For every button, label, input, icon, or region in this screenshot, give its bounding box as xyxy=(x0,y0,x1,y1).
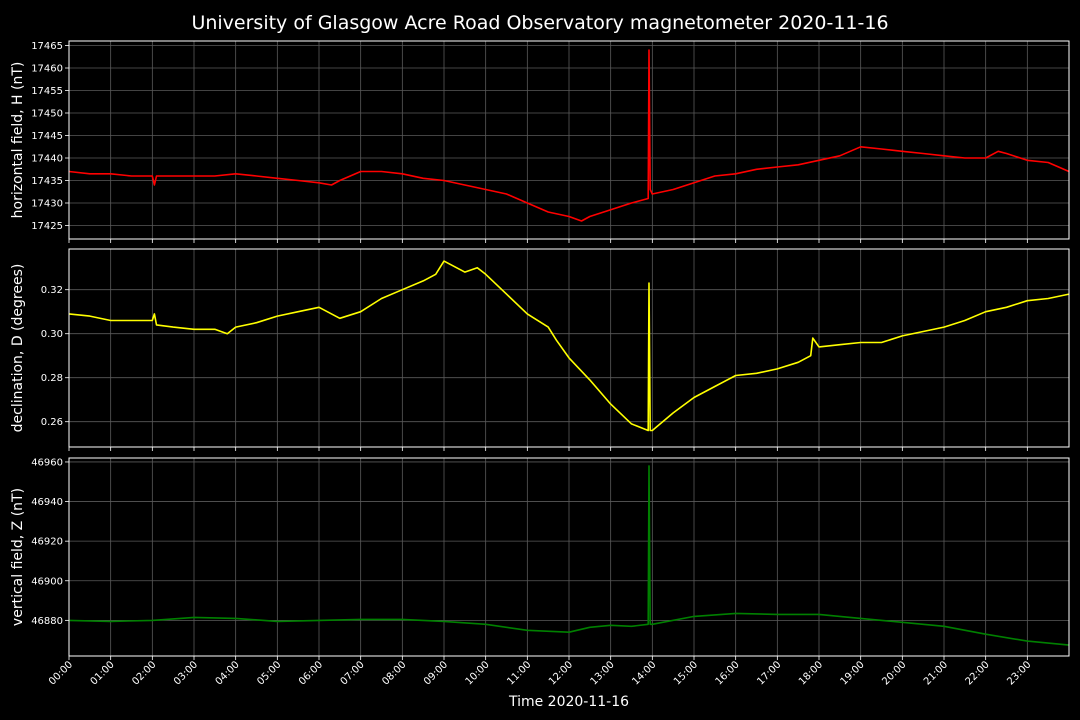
y-tick-label: 17445 xyxy=(31,131,63,142)
y-tick-label: 46920 xyxy=(31,537,63,548)
series-line xyxy=(68,49,1070,222)
y-tick-label: 17440 xyxy=(31,154,63,165)
y-axis-label: declination, D (degrees) xyxy=(10,264,26,433)
y-tick-label: 17450 xyxy=(31,109,63,120)
y-tick-label: 17430 xyxy=(31,199,63,210)
h-panel: 17425 17430 17435 17440 17445 17450 17455 17460… xyxy=(10,40,1070,243)
y-tick-label: 46900 xyxy=(31,576,63,587)
y-tick-label: 0.26 xyxy=(41,417,63,428)
y-axis-label: vertical field, Z (nT) xyxy=(10,488,26,626)
d-panel: 0.26 0.28 0.30 0.32 declination, D (degrees) xyxy=(10,248,1070,451)
chart-title: University of Glasgow Acre Road Observat… xyxy=(191,12,888,34)
x-axis-label: Time 2020-11-16 xyxy=(508,694,629,710)
y-tick-label: 0.28 xyxy=(41,373,63,384)
y-tick-label: 46940 xyxy=(31,497,63,508)
y-tick-label: 17435 xyxy=(31,176,63,187)
y-tick-label: 17465 xyxy=(31,41,63,52)
y-tick-label: 17460 xyxy=(31,64,63,75)
y-tick-label: 46960 xyxy=(31,457,63,468)
y-axis-label: horizontal field, H (nT) xyxy=(10,62,26,219)
panel-frame xyxy=(68,248,1070,448)
series-line xyxy=(68,465,1070,646)
y-tick-label: 17425 xyxy=(31,221,63,232)
series-line xyxy=(68,260,1070,432)
y-tick-label: 46880 xyxy=(31,616,63,627)
z-panel: 46880 46900 46920 46940 46960 vertical field,… xyxy=(10,457,1070,660)
panel-frame xyxy=(68,457,1070,657)
y-tick-label: 0.32 xyxy=(41,285,63,296)
y-tick-label: 17455 xyxy=(31,86,63,97)
y-tick-label: 0.30 xyxy=(41,329,63,340)
panel-frame xyxy=(68,40,1070,240)
